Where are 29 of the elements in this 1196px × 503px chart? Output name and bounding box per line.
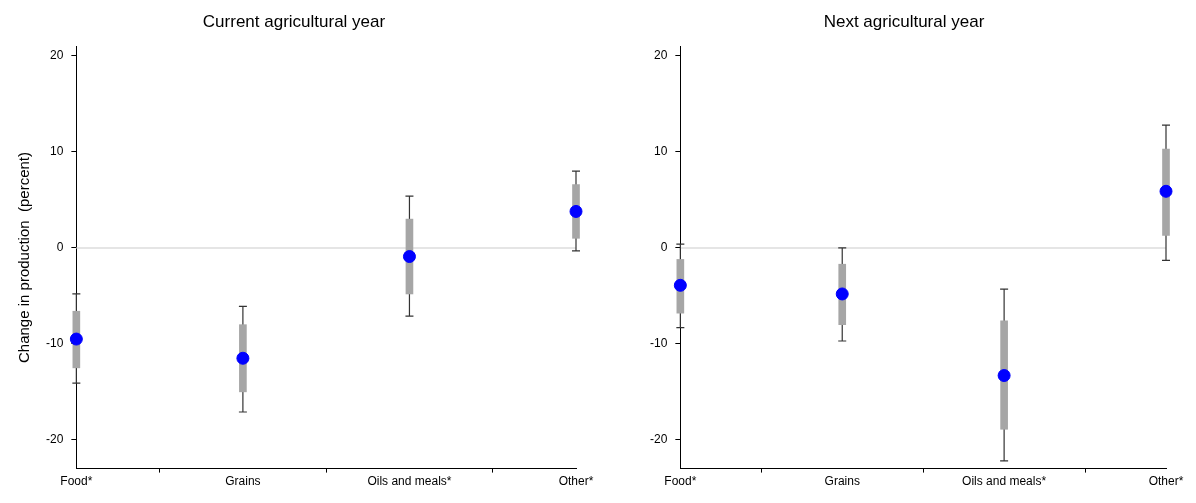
chart-title: Next agricultural year [823, 11, 985, 31]
x-tick-label: Other* [1148, 474, 1184, 489]
y-tick-label: 0 [660, 240, 668, 255]
y-tick-label: -20 [46, 432, 64, 447]
point [69, 332, 83, 346]
point [236, 351, 250, 365]
y-tick-label: 20 [653, 48, 668, 63]
y-tick-label: 10 [49, 144, 64, 159]
point [402, 250, 416, 264]
y-tick-label: 10 [653, 144, 668, 159]
y-tick-label: 20 [49, 48, 64, 63]
point [835, 287, 849, 301]
x-tick-label: Grains [225, 474, 261, 489]
x-tick-label: Other* [558, 474, 594, 489]
point [673, 278, 687, 292]
x-tick-label: Food* [664, 474, 697, 489]
x-tick-label: Oils and meals* [962, 474, 1047, 489]
y-tick-label: -10 [46, 336, 64, 351]
point [1159, 184, 1173, 198]
y-tick-label: -20 [650, 432, 668, 447]
x-tick-label: Food* [60, 474, 93, 489]
point [997, 369, 1011, 383]
y-axis-title: Change in production (percent) [15, 152, 33, 363]
y-tick-label: 0 [56, 240, 64, 255]
x-tick-label: Oils and meals* [367, 474, 452, 489]
chart-title: Current agricultural year [202, 11, 386, 31]
y-tick-label: -10 [650, 336, 668, 351]
point [569, 204, 583, 218]
x-tick-label: Grains [824, 474, 860, 489]
